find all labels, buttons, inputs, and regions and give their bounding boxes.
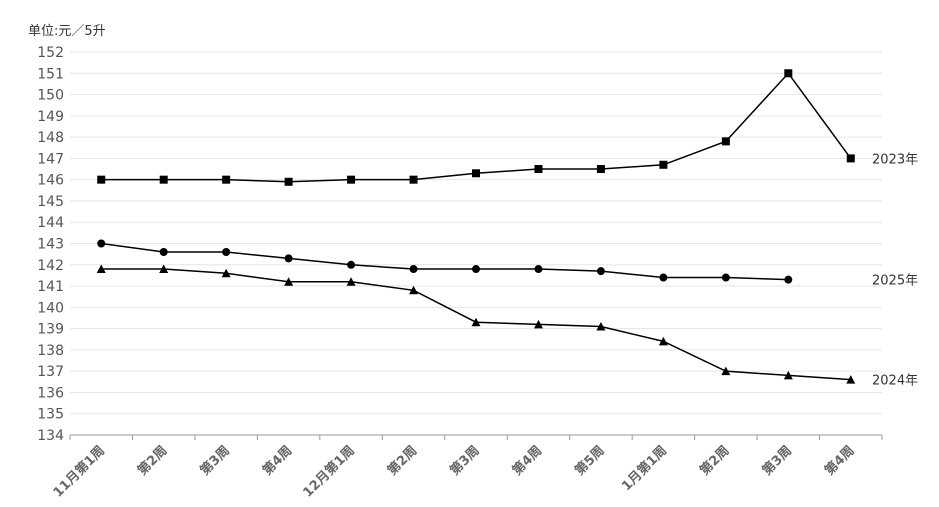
data-point	[409, 265, 418, 274]
data-point	[347, 175, 356, 184]
data-point	[533, 319, 543, 329]
y-tick-label: 149	[37, 109, 64, 125]
series-label: 2024年	[872, 374, 918, 389]
series-line	[101, 242, 789, 281]
data-point	[596, 165, 605, 174]
x-axis: 11月第1周 第2周 第3周 第4周 12月第1周 第2周 第3周 第4周 第5周 1月第1周 第2…	[50, 434, 883, 501]
data-point	[284, 277, 294, 286]
data-point	[846, 154, 855, 163]
x-tick-label: 11月第1周	[50, 443, 108, 501]
y-tick-label: 140	[37, 300, 64, 316]
data-point	[159, 175, 168, 184]
data-point	[472, 169, 480, 178]
y-tick-label: 136	[37, 385, 64, 401]
data-point	[721, 273, 730, 282]
data-point	[534, 165, 543, 174]
y-tick-label: 147	[37, 151, 64, 167]
data-point	[346, 277, 356, 286]
y-tick-label: 150	[37, 88, 64, 104]
data-point	[596, 267, 605, 276]
data-point	[783, 370, 793, 380]
series-label: 2025年	[872, 274, 918, 289]
y-tick-label: 151	[37, 66, 64, 82]
series-2023年: 2023年	[97, 69, 918, 186]
x-tick-label: 第3周	[759, 443, 795, 479]
x-tick-label: 第4周	[259, 443, 295, 479]
x-tick-label: 第4周	[822, 443, 858, 479]
series-line	[101, 72, 852, 183]
y-tick-label: 148	[37, 130, 64, 146]
y-tick-label: 142	[37, 258, 64, 274]
y-axis: 134 135 136 137 138 139 140 141 142 143 144 145 146 1…	[37, 45, 64, 444]
x-tick-label: 第2周	[134, 443, 170, 479]
data-point	[534, 265, 543, 274]
x-tick-label: 第3周	[197, 443, 233, 479]
x-tick-label: 12月第1周	[300, 443, 358, 501]
y-tick-label: 134	[37, 428, 64, 444]
data-point	[97, 175, 106, 184]
x-tick-label: 第4周	[509, 443, 545, 479]
data-point	[721, 366, 731, 376]
data-point	[659, 273, 668, 282]
data-point	[221, 268, 231, 278]
x-tick-label: 1月第1周	[619, 443, 671, 495]
y-tick-label: 145	[37, 194, 64, 210]
data-point	[784, 69, 793, 78]
data-point	[658, 336, 668, 346]
data-point	[347, 260, 356, 269]
grid-lines	[70, 51, 882, 415]
data-point	[97, 239, 106, 248]
y-tick-label: 152	[37, 45, 64, 61]
y-tick-label: 144	[37, 215, 64, 231]
data-point	[471, 317, 481, 327]
y-tick-label: 139	[37, 322, 64, 338]
data-point	[721, 137, 730, 146]
data-point	[596, 321, 606, 331]
y-tick-label: 137	[37, 364, 64, 380]
x-tick-label: 第2周	[384, 443, 420, 479]
data-point	[284, 177, 293, 186]
data-point	[659, 160, 668, 169]
y-tick-label: 141	[37, 279, 64, 295]
data-point	[222, 248, 231, 257]
data-point	[846, 375, 856, 384]
series-label: 2023年	[872, 152, 918, 167]
data-point	[96, 264, 106, 274]
y-tick-label: 135	[37, 407, 64, 423]
data-point	[159, 264, 169, 274]
data-point	[284, 254, 293, 263]
x-tick-label: 第2周	[697, 443, 733, 479]
data-point	[159, 248, 168, 257]
x-tick-label: 第3周	[447, 443, 483, 479]
y-tick-label: 143	[37, 237, 64, 253]
series-2025年: 2025年	[97, 239, 918, 289]
data-point	[409, 175, 418, 184]
series-2024年: 2024年	[96, 264, 918, 389]
x-tick-label: 第5周	[572, 443, 608, 479]
y-tick-label: 146	[37, 173, 64, 189]
unit-label: 单位:元／5升	[28, 24, 106, 39]
data-point	[784, 275, 793, 284]
series-group: 2023年 2025年 2024年	[96, 69, 918, 389]
data-point	[472, 265, 480, 274]
data-point	[222, 175, 231, 184]
data-point	[409, 285, 419, 295]
y-tick-label: 138	[37, 343, 64, 359]
